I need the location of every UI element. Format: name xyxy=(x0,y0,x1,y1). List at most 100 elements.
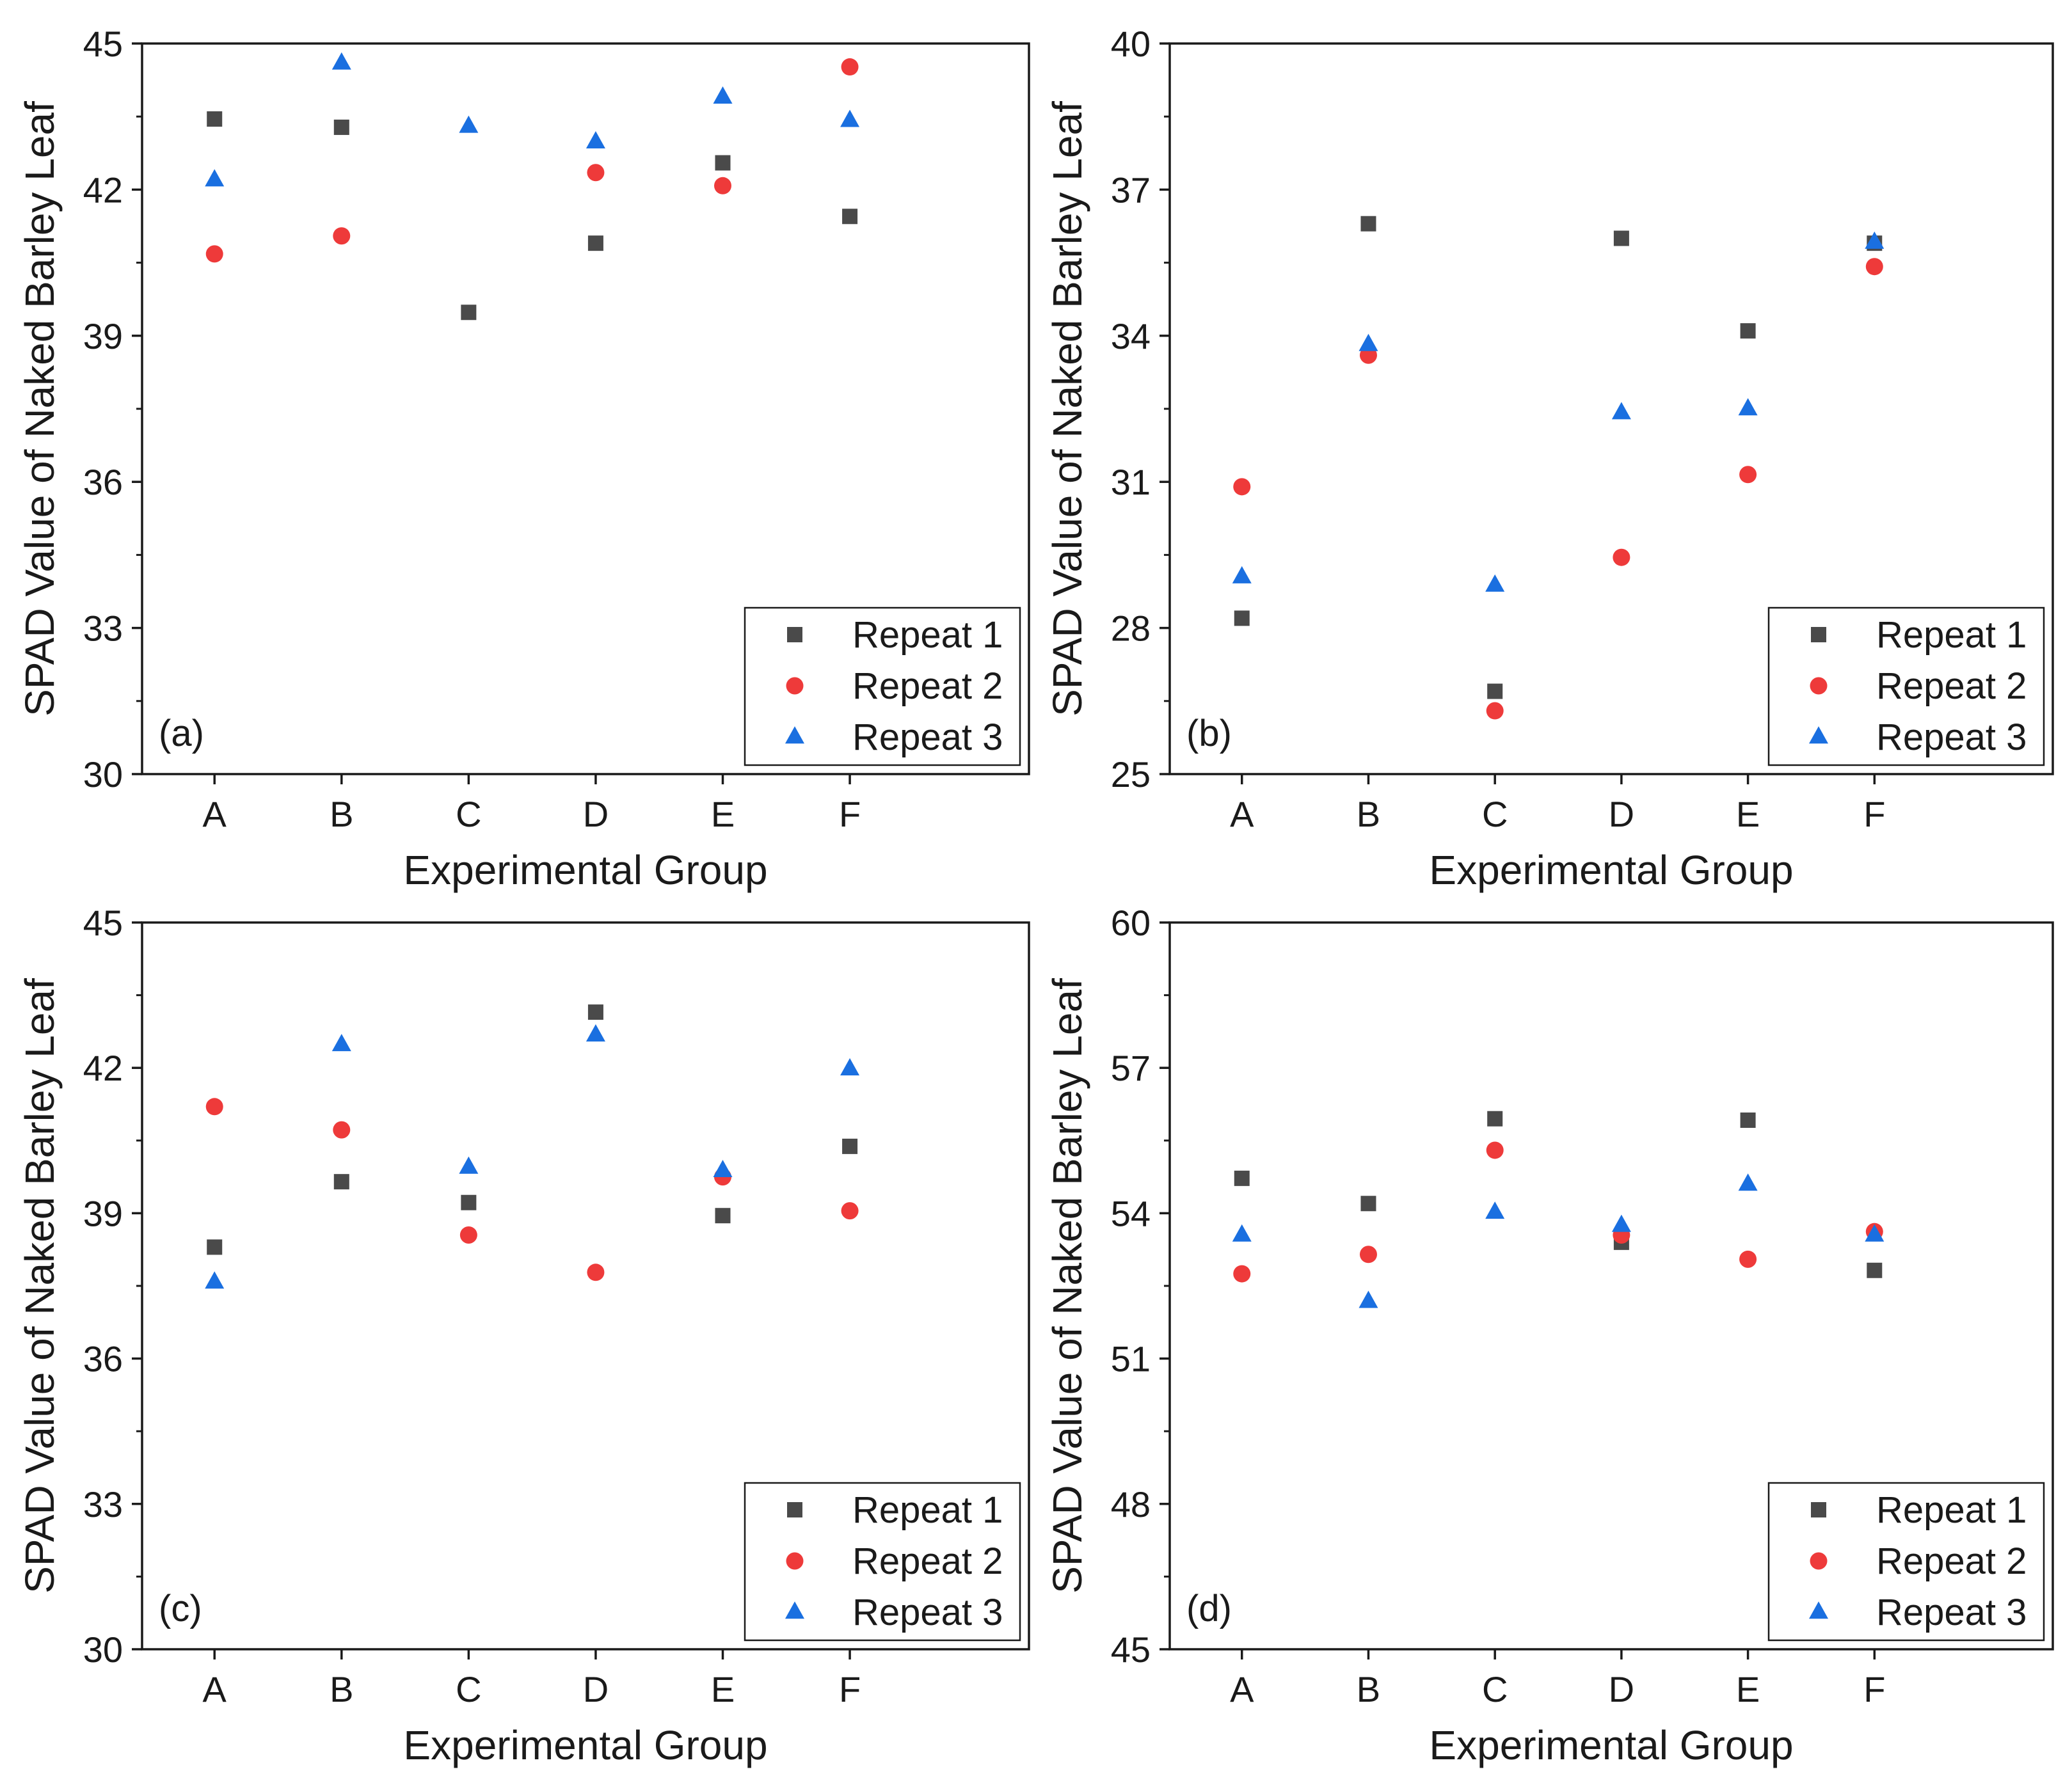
data-point xyxy=(1233,478,1251,496)
series-repeat-1 xyxy=(1234,1111,1883,1278)
data-point xyxy=(333,1121,351,1139)
data-point xyxy=(461,1194,477,1210)
data-point xyxy=(1738,1173,1758,1191)
panel-b: 25 28 31 34 37 40 A B C D E F Experimental Group SPAD… xyxy=(1044,24,2054,893)
data-point xyxy=(205,1271,225,1289)
y-tick-label: 33 xyxy=(83,608,123,649)
series-repeat-2 xyxy=(205,58,859,263)
data-point xyxy=(842,209,858,225)
legend-label: Repeat 1 xyxy=(1876,614,2027,656)
x-tick-label: C xyxy=(456,1669,481,1709)
x-tick-label: A xyxy=(1230,794,1254,834)
y-tick-label: 30 xyxy=(83,1629,123,1670)
data-point xyxy=(1487,683,1503,699)
y-tick-label: 28 xyxy=(1111,608,1151,649)
legend: Repeat 1 Repeat 2 Repeat 3 xyxy=(1767,1482,2045,1642)
data-point xyxy=(1234,610,1250,626)
data-point xyxy=(713,1160,733,1178)
x-axis-title: Experimental Group xyxy=(403,1722,767,1768)
y-axis-title: SPAD Value of Naked Barley Leaf xyxy=(1044,978,1090,1594)
x-tick-label: B xyxy=(330,794,353,834)
data-point xyxy=(1865,231,1885,249)
legend-marker xyxy=(1811,1502,1826,1517)
data-point xyxy=(1359,333,1378,351)
legend-marker xyxy=(786,1552,804,1570)
x-tick-label: C xyxy=(1482,794,1508,834)
legend-marker xyxy=(785,1601,804,1619)
legend-label: Repeat 3 xyxy=(852,717,1003,758)
series-repeat-3 xyxy=(1232,231,1885,592)
data-point xyxy=(841,58,859,76)
y-tick-label: 36 xyxy=(83,462,123,502)
legend-label: Repeat 1 xyxy=(852,614,1003,656)
y-axis-title: SPAD Value of Naked Barley Leaf xyxy=(1044,101,1090,717)
x-tick-label: D xyxy=(583,1669,609,1709)
legend-marker xyxy=(1811,627,1826,642)
data-point xyxy=(841,1202,859,1220)
x-tick-label: F xyxy=(839,794,861,834)
y-tick-label: 45 xyxy=(83,903,123,943)
x-tick-label: B xyxy=(330,1669,353,1709)
legend: Repeat 1 Repeat 2 Repeat 3 xyxy=(744,1482,1021,1642)
data-point xyxy=(205,245,223,263)
data-point xyxy=(1233,1265,1251,1283)
legend-marker xyxy=(1810,677,1828,695)
data-point xyxy=(1740,1112,1756,1128)
legend-label: Repeat 3 xyxy=(852,1592,1003,1633)
panel-label: (d) xyxy=(1186,1588,1232,1629)
data-point xyxy=(586,131,605,149)
x-axis-title: Experimental Group xyxy=(1429,1722,1793,1768)
data-point xyxy=(1865,1224,1885,1242)
data-point xyxy=(840,109,860,127)
data-point xyxy=(331,52,351,70)
y-tick-label: 42 xyxy=(83,170,123,210)
legend-marker xyxy=(1809,1601,1828,1619)
data-point xyxy=(587,235,603,251)
y-tick-label: 36 xyxy=(83,1339,123,1379)
y-tick-label: 25 xyxy=(1111,754,1151,795)
y-tick-label: 33 xyxy=(83,1484,123,1525)
x-tick-label: D xyxy=(1609,1669,1634,1709)
panel-d: 45 48 51 54 57 60 A B C D E F Experimental Group SPAD… xyxy=(1044,903,2054,1768)
y-tick-label: 39 xyxy=(83,316,123,356)
y-tick-label: 40 xyxy=(1111,24,1151,64)
x-tick-label: A xyxy=(203,794,227,834)
legend-marker xyxy=(787,1502,802,1517)
data-point xyxy=(840,1057,860,1075)
x-tick-label: C xyxy=(456,794,481,834)
data-point xyxy=(1738,398,1758,416)
x-tick-label: D xyxy=(1609,794,1634,834)
data-point xyxy=(1740,323,1756,339)
legend-label: Repeat 1 xyxy=(1876,1489,2027,1531)
x-tick-label: F xyxy=(1863,1669,1885,1709)
panel-c: 30 33 36 39 42 45 A B C D E F Experimental Group SPAD… xyxy=(17,903,1030,1768)
data-point xyxy=(586,1024,605,1042)
data-point xyxy=(1232,566,1252,583)
data-point xyxy=(333,227,351,245)
legend: Repeat 1 Repeat 2 Repeat 3 xyxy=(744,606,1021,766)
data-point xyxy=(587,1263,605,1281)
data-point xyxy=(1485,1201,1505,1219)
legend-label: Repeat 3 xyxy=(1876,717,2027,758)
y-tick-label: 54 xyxy=(1111,1193,1151,1233)
legend-label: Repeat 2 xyxy=(1876,665,2027,707)
panel-label: (c) xyxy=(159,1588,202,1629)
y-tick-label: 51 xyxy=(1111,1339,1151,1379)
legend-label: Repeat 2 xyxy=(852,1541,1003,1582)
data-point xyxy=(459,1226,477,1244)
x-tick-label: E xyxy=(711,794,735,834)
series-repeat-2 xyxy=(1233,1141,1883,1283)
data-point xyxy=(1360,1196,1376,1212)
y-tick-label: 45 xyxy=(1111,1629,1151,1670)
x-axis-title: Experimental Group xyxy=(1429,847,1793,893)
series-repeat-1 xyxy=(207,111,858,321)
y-tick-label: 57 xyxy=(1111,1048,1151,1088)
data-point xyxy=(205,1098,223,1116)
legend-marker xyxy=(1810,1552,1828,1570)
y-tick-label: 39 xyxy=(83,1193,123,1233)
data-point xyxy=(1611,402,1631,420)
x-tick-label: C xyxy=(1482,1669,1508,1709)
x-tick-label: E xyxy=(1736,794,1760,834)
data-point xyxy=(1359,1290,1378,1308)
data-point xyxy=(713,177,731,194)
